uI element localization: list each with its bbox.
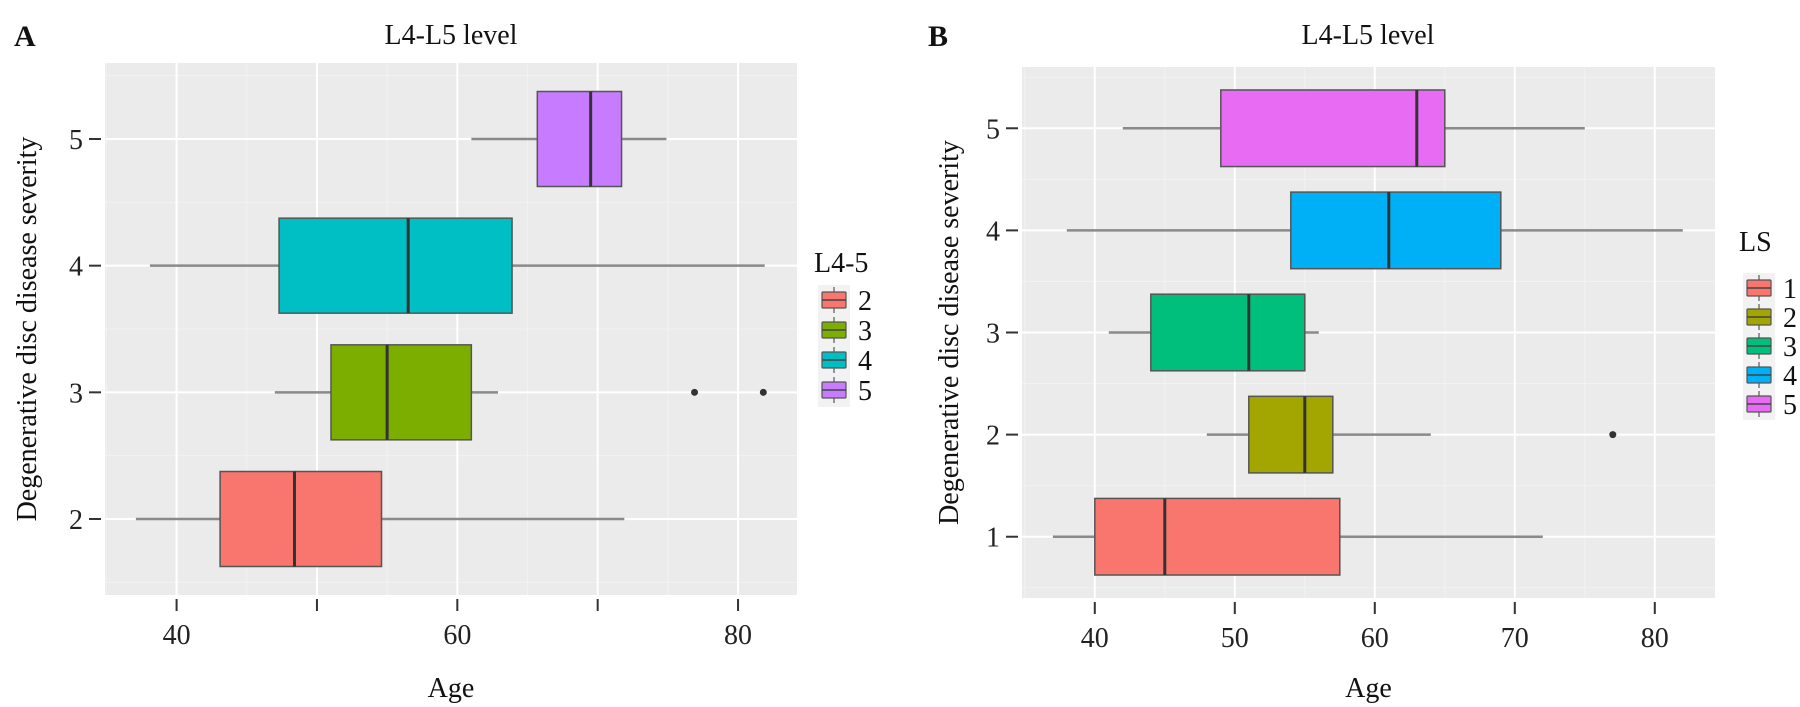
legend-key-2 [821, 287, 847, 313]
boxplot-level-5 [471, 90, 667, 188]
iqr-box [1094, 497, 1341, 576]
x-tick-label: 60 [443, 620, 471, 651]
legend-key-5 [821, 377, 847, 403]
legend-key-2 [1746, 304, 1772, 330]
y-tick-label: 2 [69, 505, 83, 536]
legend-label: 5 [1783, 390, 1797, 421]
y-tick-label: 2 [986, 421, 1000, 452]
y-axis-title: Degenerative disc disease severity [12, 137, 43, 522]
y-tick-label: 4 [69, 252, 83, 283]
iqr-box [1220, 89, 1446, 168]
iqr-box [330, 344, 473, 441]
y-tick-label: 3 [986, 319, 1000, 350]
iqr-box [1150, 293, 1306, 372]
legend-label: 3 [858, 316, 872, 347]
legend-key-5 [1746, 391, 1772, 417]
legend-label: 2 [1783, 303, 1797, 334]
y-tick-label: 4 [986, 216, 1000, 247]
legend-key-3 [1746, 333, 1772, 359]
iqr-box [536, 90, 623, 188]
legend-key-1 [1746, 275, 1772, 301]
y-tick-label: 5 [986, 114, 1000, 145]
iqr-box [1290, 191, 1502, 270]
x-tick-label: 50 [1221, 623, 1249, 654]
panel-label: B [928, 20, 948, 53]
y-tick-label: 1 [986, 523, 1000, 554]
chart-title: L4-L5 level [385, 20, 518, 51]
boxplot-level-5 [1122, 89, 1585, 168]
iqr-box [219, 470, 383, 568]
legend-label: 3 [1783, 332, 1797, 363]
outlier-point [1609, 431, 1617, 439]
legend-title: L4-5 [814, 248, 868, 279]
legend-label: 5 [858, 376, 872, 407]
outlier-point [759, 388, 767, 396]
y-axis-title: Degenerative disc disease severity [934, 140, 965, 525]
x-tick-label: 70 [1501, 623, 1529, 654]
boxplot-level-3 [274, 344, 767, 441]
iqr-box [278, 217, 513, 314]
x-tick-label: 40 [163, 620, 191, 651]
iqr-box [1248, 395, 1334, 474]
y-tick-label: 3 [69, 378, 83, 409]
boxplot-level-1 [1052, 497, 1543, 576]
boxplot-level-2 [135, 470, 625, 568]
chart-title: L4-L5 level [1302, 20, 1435, 51]
legend-label: 2 [858, 286, 872, 317]
outlier-point [691, 388, 699, 396]
legend-key-3 [821, 317, 847, 343]
legend-label: 1 [1783, 274, 1797, 305]
x-tick-label: 60 [1361, 623, 1389, 654]
boxplot-level-4 [149, 217, 765, 314]
x-axis-title: Age [428, 673, 475, 704]
x-tick-label: 40 [1081, 623, 1109, 654]
x-tick-label: 80 [724, 620, 752, 651]
y-tick-label: 5 [69, 125, 83, 156]
panel-label: A [14, 20, 36, 53]
legend-key-4 [1746, 362, 1772, 388]
x-tick-label: 80 [1641, 623, 1669, 654]
boxplot-level-2 [1206, 395, 1617, 474]
boxplot-level-3 [1108, 293, 1319, 372]
legend-label: 4 [1783, 361, 1797, 392]
legend-key-4 [821, 347, 847, 373]
x-axis-title: Age [1345, 673, 1392, 704]
legend-title: LS [1739, 227, 1772, 258]
boxplot-level-4 [1066, 191, 1683, 270]
legend-label: 4 [858, 346, 872, 377]
